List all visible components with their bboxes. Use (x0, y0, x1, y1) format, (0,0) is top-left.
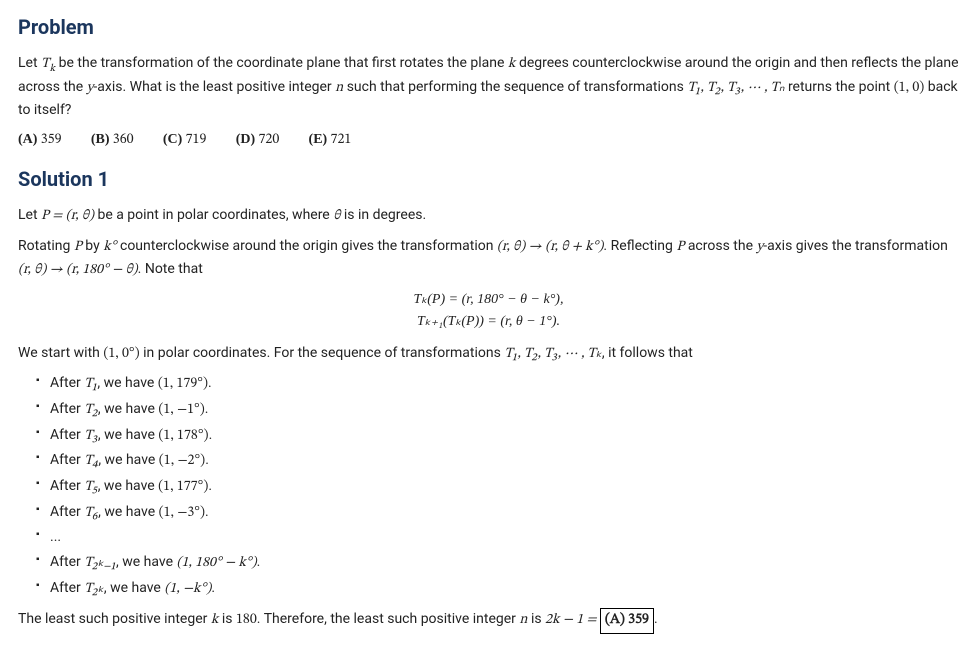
text: Let (18, 207, 41, 223)
solution-para-1: Let P = (r, θ) be a point in polar coord… (18, 205, 959, 228)
list-item: After T₁, we have (1, 179°). (36, 373, 959, 396)
text: be the transformation of the coordinate … (55, 55, 508, 71)
choice-c: (C) 719 (163, 129, 207, 152)
solution-para-3: We start with (1, 0°) in polar coordinat… (18, 343, 959, 366)
text: The least such positive integer (18, 611, 211, 627)
problem-statement: Let Tk be the transformation of the coor… (18, 53, 959, 121)
list-item: After T₄, we have (1, −2°). (36, 450, 959, 473)
math-kdeg: k° (103, 240, 116, 254)
text: returns the point (784, 79, 893, 95)
choice-d: (D) 720 (236, 129, 280, 152)
equation-1: Tₖ(P) = (r, 180° − θ − k°), (18, 289, 959, 311)
text: such that performing the sequence of tra… (343, 79, 687, 95)
math-expr: 2k − 1 = (545, 613, 600, 627)
text: is (218, 611, 236, 627)
problem-heading: Problem (18, 12, 959, 43)
math-p-def: P = (r, θ) (41, 209, 94, 223)
math-start-pt: (1, 0°) (103, 347, 139, 361)
text: across the (684, 238, 756, 254)
math-transform-2: (r, θ) → (r, 180° − θ) (18, 263, 138, 277)
text: counterclockwise around the origin gives… (117, 238, 497, 254)
solution-para-2: Rotating P by k° counterclockwise around… (18, 236, 959, 281)
text: Rotating (18, 238, 74, 254)
solution-heading: Solution 1 (18, 164, 959, 195)
list-item: After T₅, we have (1, 177°). (36, 476, 959, 499)
conclusion: The least such positive integer k is 180… (18, 608, 959, 634)
math-p: P (74, 240, 82, 254)
text: by (82, 238, 103, 254)
text: -axis gives the transformation (763, 238, 948, 254)
math-point: (1, 0) (894, 81, 925, 95)
step-list: After T₁, we have (1, 179°). After T₂, w… (18, 373, 959, 600)
equation-2: Tₖ₊₁(Tₖ(P)) = (r, θ − 1°). (18, 311, 959, 333)
list-item: After T₂, we have (1, −1°). (36, 399, 959, 422)
text: . Note that (138, 261, 203, 277)
text: . Therefore, the least such positive int… (257, 611, 520, 627)
list-item-dots: ... (36, 527, 959, 549)
text: -axis. What is the least positive intege… (93, 79, 335, 95)
list-item: After T₂ₖ₋₁, we have (1, 180° − k°). (36, 552, 959, 575)
math-180: 180 (236, 613, 257, 627)
answer-choices: (A) 359 (B) 360 (C) 719 (D) 720 (E) 721 (18, 129, 959, 152)
choice-e: (E) 721 (309, 129, 352, 152)
boxed-answer: (A) 359 (600, 608, 654, 634)
list-item: After T₂ₖ, we have (1, −k°). (36, 578, 959, 601)
math-transform-1: (r, θ) → (r, θ + k°) (497, 240, 603, 254)
choice-b: (B) 360 (91, 129, 134, 152)
equation-block: Tₖ(P) = (r, 180° − θ − k°), Tₖ₊₁(Tₖ(P)) … (18, 289, 959, 332)
choice-a: (A) 359 (18, 129, 62, 152)
math-tk: Tk (41, 57, 55, 71)
text: , it follows that (602, 345, 693, 361)
list-item: After T₃, we have (1, 178°). (36, 425, 959, 448)
text: is in degrees. (340, 207, 426, 223)
text: . (654, 611, 658, 627)
text: We start with (18, 345, 103, 361)
text: . Reflecting (603, 238, 676, 254)
math-seq: T₁, T₂, T₃, ⋯ , Tₙ (687, 81, 784, 95)
math-seq-2: T₁, T₂, T₃, ⋯ , Tₖ (504, 347, 602, 361)
text: be a point in polar coordinates, where (94, 207, 333, 223)
text: Let (18, 55, 41, 71)
text: in polar coordinates. For the sequence o… (140, 345, 505, 361)
text: is (527, 611, 545, 627)
list-item: After T₆, we have (1, −3°). (36, 502, 959, 525)
